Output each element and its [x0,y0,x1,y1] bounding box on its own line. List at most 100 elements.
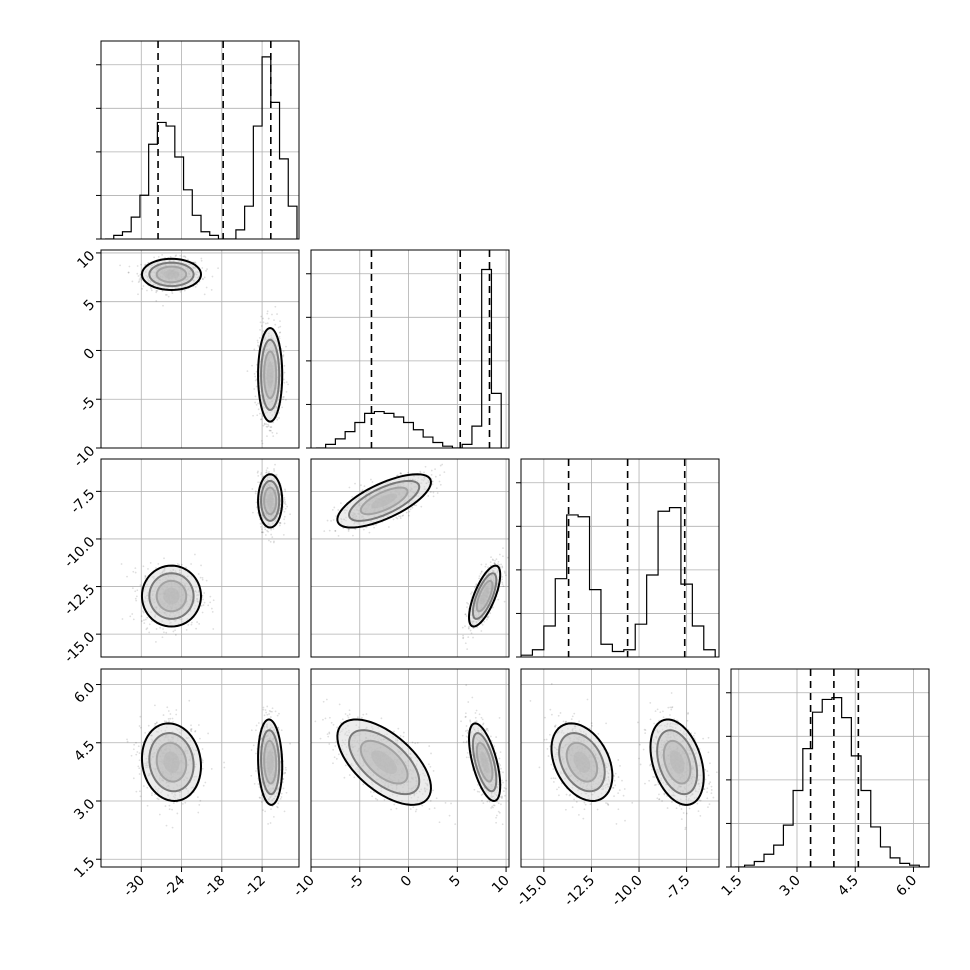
scatter-point [144,263,147,266]
scatter-point [162,304,164,307]
scatter-point [262,531,265,534]
scatter-point [194,553,196,556]
density-fill-2-1-1-3 [337,474,431,528]
scatter-point [169,717,172,720]
scatter-point [347,530,350,532]
scatter-point [262,424,265,427]
scatter-point [271,431,274,434]
scatter-point [462,637,464,640]
scatter-point [282,398,284,401]
scatter-point [195,627,198,630]
scatter-point [286,505,289,508]
scatter-point [265,425,268,428]
scatter-point [283,364,286,367]
scatter-point [175,709,178,711]
scatter-point [183,255,186,258]
scatter-point [467,602,470,605]
scatter-point [365,526,368,529]
scatter-point [424,465,427,468]
scatter-point [190,728,193,730]
scatter-point [429,491,432,494]
ytick-label-2-1: -12.5 [61,582,98,619]
scatter-point [431,480,434,483]
scatter-point [498,563,501,566]
scatter-point [260,472,263,474]
scatter-point [408,510,411,513]
scatter-point [439,474,441,477]
scatter-point [196,621,199,623]
scatter-point [270,533,273,536]
scatter-point [467,627,470,630]
scatter-point [174,634,177,636]
scatter-point [283,381,286,384]
panel-frame-0-0 [100,40,300,240]
scatter-point [276,313,278,315]
scatter-point [126,575,128,578]
scatter-point [502,547,504,550]
scatter-point [435,487,438,490]
scatter-point [134,597,137,600]
scatter-point [283,498,286,501]
density-fill-1-0-1-3 [258,328,283,422]
scatter-point [162,628,164,630]
scatter-point [438,480,441,483]
scatter-point [180,563,183,566]
scatter-point [502,585,505,588]
scatter-point [267,425,270,428]
scatter-point [275,473,278,476]
scatter-point [283,371,286,374]
scatter-point [487,616,489,619]
scatter-point [130,754,133,757]
scatter-point [144,575,147,578]
scatter-point [484,565,487,568]
scatter-point [153,704,156,707]
scatter-point [202,784,205,787]
scatter-point [265,423,268,426]
scatter-point [400,472,403,475]
scatter-point [480,563,483,566]
scatter-point [470,632,473,635]
scatter-point [251,511,254,514]
panel-frame-2-0 [100,458,300,658]
panel-0-0 [96,40,300,240]
scatter-point [486,618,488,621]
scatter-point [489,612,492,615]
scatter-point [185,566,187,569]
scatter-point [255,370,258,373]
scatter-point [501,566,504,569]
scatter-point [289,513,291,516]
scatter-point [331,508,334,511]
scatter-point [171,290,173,293]
scatter-point [144,731,147,734]
ytick-label-2-3: -7.5 [68,486,99,517]
scatter-point [142,611,145,614]
scatter-point [135,753,138,756]
scatter-point [203,293,206,296]
scatter-point [140,615,143,618]
scatter-point [155,567,157,569]
scatter-point [263,423,266,426]
scatter-point [144,575,147,577]
scatter-point [506,556,509,559]
scatter-point [166,706,169,709]
panel-content-2-0 [101,459,299,657]
scatter-point [267,423,269,426]
scatter-point [119,264,121,267]
scatter-point [472,636,474,639]
scatter-point [163,557,165,560]
scatter-point [277,326,280,329]
scatter-point [266,435,268,437]
scatter-point [128,265,131,268]
scatter-point [360,484,362,487]
scatter-point [387,526,390,528]
scatter-point [201,267,204,269]
scatter-point [255,501,258,504]
scatter-point [467,636,470,639]
scatter-point [137,275,140,277]
panel-2-0: -15.0-12.5-10.0-7.5 [61,458,300,666]
scatter-point [255,403,258,406]
scatter-point [254,375,257,378]
scatter-point [462,636,465,639]
scatter-point [138,759,141,762]
scatter-point [279,320,281,323]
